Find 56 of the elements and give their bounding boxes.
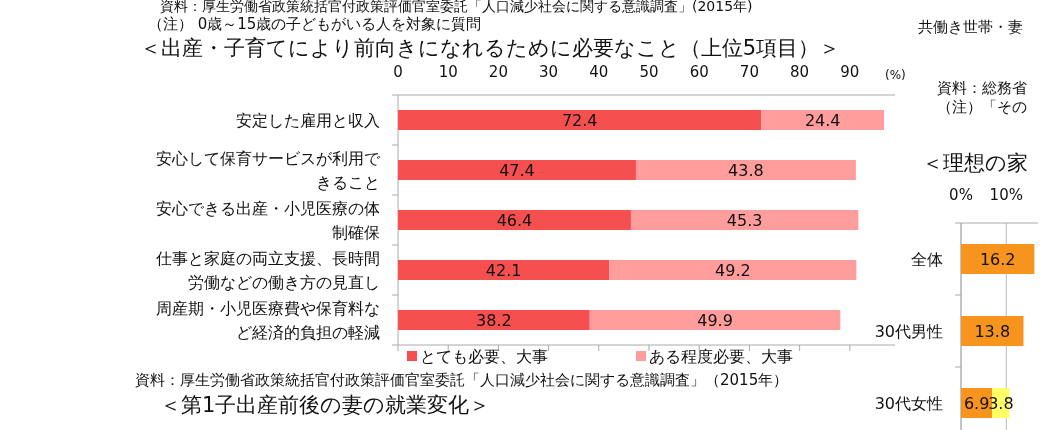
data-label: 24.4 [804, 111, 841, 130]
data-label: 38.2 [476, 311, 512, 330]
bar [398, 210, 631, 230]
x-tick-label: 50 [639, 63, 659, 81]
text: （注） 0歳～15歳の子どもがいる人を対象に質問 [148, 15, 482, 33]
y-tick-label: 30代女性 [874, 394, 943, 413]
chart-title: ＜理想の家 [922, 151, 1028, 175]
x-tick-label: 40 [589, 63, 609, 81]
bar [398, 260, 610, 280]
x-tick-label: 10 [438, 63, 458, 81]
x-tick-label: 10% [989, 186, 1023, 204]
text: 資料：厚生労働省政策統括官付政策評価官室委託「人口減少社会に関する意識調査」（2015年） [135, 371, 789, 389]
x-tick-label: 30 [539, 63, 559, 81]
y-tick-label: 安心できる出産・小児医療の体制確保 [156, 199, 380, 242]
y-tick-label: 安心して保育サービスが利用できること [156, 149, 381, 192]
x-axis-title: (%) [885, 68, 906, 82]
y-tick-label: 周産期・小児医療費や保育料など経済的負担の軽減 [156, 299, 380, 342]
bar [961, 316, 1024, 346]
data-label: 72.4 [561, 111, 598, 130]
data-label: 49.9 [697, 311, 733, 330]
data-label: 13.8 [974, 322, 1011, 341]
bar [398, 110, 762, 130]
y-tick-label: 30代男性 [874, 322, 943, 341]
text: 資料：総務省 [937, 79, 1027, 97]
legend-item: ある程度必要、大事 [636, 347, 793, 366]
x-tick-label: 0% [949, 186, 973, 204]
bar [398, 310, 590, 330]
x-tick-label: 20 [488, 63, 508, 81]
bar [398, 160, 636, 180]
y-tick-label: 安定した雇用と収入 [236, 111, 380, 130]
data-label: 45.3 [726, 211, 763, 230]
data-label: 46.4 [496, 211, 533, 230]
text: 共働き世帯・妻 [918, 18, 1023, 36]
x-tick-label: 90 [840, 63, 860, 81]
data-label: 47.4 [499, 161, 535, 180]
text: （注）「その [937, 98, 1027, 116]
data-label: 6.9 [963, 394, 990, 413]
bar [961, 244, 1035, 274]
data-label: 43.8 [728, 161, 764, 180]
text: ＜第1子出産前後の妻の就業変化＞ [160, 393, 491, 417]
data-label: 49.2 [715, 261, 751, 280]
bar [609, 260, 857, 280]
legend-item: とても必要、大事 [407, 347, 548, 366]
bar [635, 160, 856, 180]
x-tick-label: 60 [689, 63, 709, 81]
chart-title: ＜出産・子育てにより前向きになれるために必要なこと（上位5項目）＞ [139, 36, 841, 60]
bar [589, 310, 841, 330]
x-tick-label: 0 [393, 63, 403, 81]
x-tick-label: 70 [739, 63, 759, 81]
bar [630, 210, 859, 230]
y-tick-label: 仕事と家庭の両立支援、長時間労働などの働き方の見直し [155, 249, 380, 292]
data-label: 16.2 [979, 250, 1016, 269]
x-tick-label: 80 [790, 63, 810, 81]
bar [761, 110, 884, 130]
data-label: 42.1 [485, 261, 522, 280]
y-tick-label: 全体 [911, 250, 943, 269]
